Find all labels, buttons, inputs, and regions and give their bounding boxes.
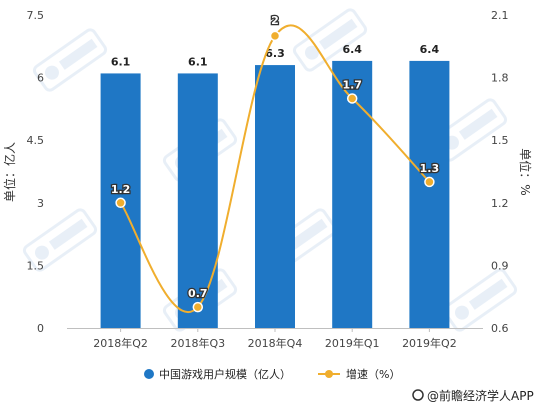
watermark-frame — [442, 268, 518, 332]
watermark-stripe — [468, 278, 508, 310]
bar-series — [100, 60, 450, 328]
left-axis-title: 单位：亿人 — [2, 142, 17, 202]
bar — [255, 65, 295, 328]
left-axis-ticks: 0 1.5 3 4.5 6 7.5 — [27, 9, 45, 335]
left-tick-label: 4.5 — [27, 134, 45, 147]
watermark-stripe — [58, 38, 98, 70]
watermark-mark — [292, 8, 368, 72]
line-point — [346, 93, 358, 104]
bar-value-label: 6.1 — [111, 55, 131, 68]
bar-value-label: 6.4 — [420, 43, 440, 56]
line-point — [269, 30, 281, 42]
line-value-label: 0.7 — [188, 287, 208, 300]
right-tick-label: 0.9 — [491, 259, 509, 272]
line-point — [115, 197, 126, 209]
x-tick-label: 2018年Q4 — [248, 336, 303, 350]
bar-value-label: 6.1 — [188, 55, 208, 68]
line-value-label: 1.7 — [342, 78, 362, 91]
left-tick-label: 1.5 — [27, 259, 45, 272]
x-tick-label: 2018年Q3 — [170, 336, 225, 350]
bar-value-label: 6.4 — [342, 43, 362, 56]
growth-line — [119, 24, 431, 313]
right-tick-label: 1.2 — [491, 197, 509, 210]
watermark-frame — [292, 8, 368, 72]
watermark-mark — [22, 208, 98, 272]
right-axis-ticks: 0.6 0.9 1.2 1.5 1.8 2.1 — [491, 9, 509, 335]
right-tick-label: 2.1 — [491, 9, 509, 22]
legend-bar-marker — [144, 369, 154, 379]
watermark-stripe — [288, 218, 328, 250]
left-tick-label: 3 — [37, 197, 44, 210]
line-point — [424, 176, 435, 188]
watermark-dot — [454, 305, 469, 320]
left-tick-label: 6 — [37, 72, 44, 85]
legend-line-label: 增速（%） — [346, 367, 400, 381]
line-value-label: 2 — [271, 14, 279, 27]
source: @前瞻经济学人APP — [412, 388, 534, 403]
x-axis-ticks: 2018年Q2 2018年Q3 2018年Q4 2019年Q1 2019年Q2 — [93, 328, 457, 350]
watermark-stripe — [318, 18, 358, 50]
watermark-stripe — [48, 218, 88, 250]
right-axis-title: 单位：% — [518, 148, 533, 195]
watermark-frame — [22, 208, 98, 272]
watermark-mark — [442, 268, 518, 332]
line-point — [192, 301, 204, 313]
x-tick-label: 2018年Q2 — [93, 336, 148, 350]
bar — [409, 60, 450, 328]
line-points — [115, 30, 435, 313]
source-logo-icon — [412, 389, 424, 401]
right-tick-label: 1.5 — [491, 134, 509, 147]
watermark-frame — [32, 28, 108, 92]
line-data-labels: 1.2 0.7 2 1.7 1.3 — [110, 13, 441, 302]
right-tick-label: 1.8 — [491, 72, 509, 85]
bar-value-label: 6.3 — [265, 47, 285, 60]
watermark-dot — [44, 65, 59, 80]
source-text: @前瞻经济学人APP — [427, 388, 534, 403]
legend: 中国游戏用户规模（亿人） 增速（%） — [144, 367, 400, 381]
left-tick-label: 7.5 — [27, 9, 45, 22]
bar — [332, 60, 373, 328]
bar-data-labels: 6.1 6.1 6.3 6.4 6.4 — [111, 43, 440, 69]
right-tick-label: 0.6 — [491, 322, 509, 335]
line-value-label: 1.2 — [111, 183, 131, 196]
watermark-mark — [32, 28, 108, 92]
watermark-dot — [34, 245, 49, 260]
line-value-label: 1.3 — [420, 162, 440, 175]
x-tick-label: 2019年Q2 — [402, 336, 457, 350]
legend-line-marker — [325, 370, 333, 378]
x-tick-label: 2019年Q1 — [325, 336, 380, 350]
legend-bar-label: 中国游戏用户规模（亿人） — [159, 367, 291, 381]
watermark-stripe — [458, 108, 498, 140]
watermark-dot — [304, 45, 319, 60]
bar — [177, 73, 218, 328]
left-tick-label: 0 — [37, 322, 44, 335]
